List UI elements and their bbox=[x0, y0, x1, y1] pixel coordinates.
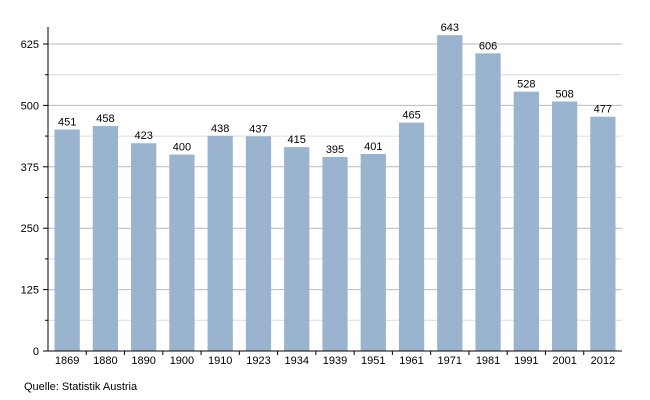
bar-value-label: 643 bbox=[441, 22, 459, 34]
bar bbox=[360, 154, 386, 351]
y-tick-label: 500 bbox=[21, 100, 39, 112]
bar bbox=[284, 147, 310, 351]
y-tick-label: 125 bbox=[21, 285, 39, 297]
bar-value-label: 477 bbox=[594, 104, 612, 116]
x-tick-label: 1890 bbox=[131, 355, 155, 367]
bar-value-label: 415 bbox=[288, 134, 306, 146]
source-note: Quelle: Statistik Austria bbox=[24, 381, 138, 393]
bar-value-label: 528 bbox=[517, 79, 535, 91]
x-tick-label: 1923 bbox=[246, 355, 270, 367]
bar-value-label: 458 bbox=[96, 113, 114, 125]
x-tick-label: 1880 bbox=[93, 355, 117, 367]
bar-value-label: 438 bbox=[211, 123, 229, 135]
bar bbox=[207, 135, 233, 351]
bar bbox=[513, 91, 539, 352]
bar bbox=[590, 116, 616, 351]
bar-value-label: 423 bbox=[134, 130, 152, 142]
x-tick-label: 1991 bbox=[514, 355, 538, 367]
x-tick-label: 1934 bbox=[284, 355, 308, 367]
axes bbox=[43, 27, 622, 355]
x-tick-label: 1951 bbox=[361, 355, 385, 367]
x-tick-label: 1961 bbox=[399, 355, 423, 367]
bar bbox=[398, 122, 425, 351]
bar-value-label: 606 bbox=[479, 40, 497, 52]
x-tick-label: 1971 bbox=[438, 355, 462, 367]
x-tick-label: 1981 bbox=[476, 355, 500, 367]
bar bbox=[322, 156, 348, 351]
bar bbox=[437, 35, 463, 352]
bar-value-label: 465 bbox=[402, 110, 420, 122]
x-tick-label: 2012 bbox=[591, 355, 615, 367]
x-tick-label: 1910 bbox=[208, 355, 232, 367]
bar bbox=[551, 101, 578, 351]
bar bbox=[92, 126, 119, 352]
bar bbox=[131, 143, 157, 351]
bar bbox=[475, 53, 501, 352]
bar-value-label: 508 bbox=[555, 88, 573, 100]
bar-value-label: 400 bbox=[173, 142, 191, 154]
x-tick-label: 1869 bbox=[55, 355, 79, 367]
x-tick-label: 1939 bbox=[323, 355, 347, 367]
bar-value-label: 451 bbox=[58, 116, 76, 128]
y-tick-label: 625 bbox=[21, 39, 39, 51]
y-tick-label: 0 bbox=[33, 346, 39, 358]
x-tick-label: 2001 bbox=[552, 355, 576, 367]
bar-value-label: 401 bbox=[364, 141, 382, 153]
bar bbox=[169, 154, 195, 351]
x-tick-label: 1900 bbox=[170, 355, 194, 367]
labels: 0 125 250 375 500 625 451 1869 458 1880 423 1890 400… bbox=[21, 22, 615, 367]
bar bbox=[245, 136, 272, 351]
bar bbox=[54, 129, 80, 351]
y-tick-label: 250 bbox=[21, 223, 39, 235]
y-tick-label: 375 bbox=[21, 162, 39, 174]
bar-value-label: 395 bbox=[326, 144, 344, 156]
bar-value-label: 437 bbox=[249, 123, 267, 135]
bars bbox=[54, 35, 616, 352]
